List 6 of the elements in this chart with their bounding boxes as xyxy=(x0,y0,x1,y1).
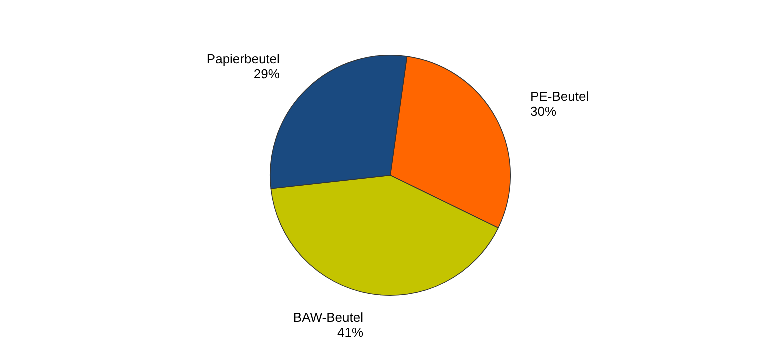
data-label: 29% xyxy=(254,66,280,82)
data-label: 30% xyxy=(530,104,558,120)
data-label: 41% xyxy=(337,325,364,340)
slice-label: Papierbeutel xyxy=(206,52,280,67)
slice-label: BAW-Beutel xyxy=(293,310,364,326)
slice-label: PE-Beutel xyxy=(530,89,590,104)
